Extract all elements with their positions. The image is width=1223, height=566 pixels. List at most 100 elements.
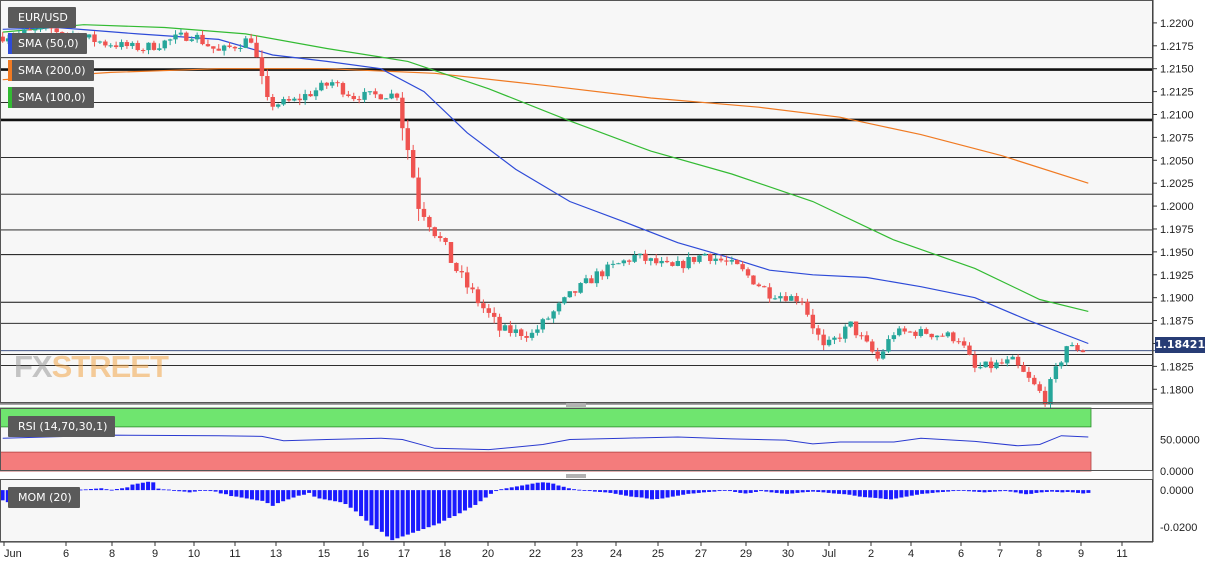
candle-down bbox=[103, 41, 108, 46]
candle-down bbox=[454, 262, 459, 272]
candle-up bbox=[540, 319, 545, 330]
mom-bar bbox=[442, 490, 447, 521]
candle-down bbox=[59, 32, 65, 34]
y-tick-label: 1.2050 bbox=[1160, 155, 1194, 167]
mom-bar bbox=[135, 483, 140, 491]
x-tick-label: 6 bbox=[63, 548, 69, 560]
candle-down bbox=[405, 128, 410, 151]
mom-bar bbox=[239, 490, 244, 498]
sma50-tag[interactable]: SMA (50,0) bbox=[8, 33, 87, 54]
candle-down bbox=[870, 341, 875, 352]
x-tick-label: 6 bbox=[958, 548, 964, 560]
rsi-tag[interactable]: RSI (14,70,30,1) bbox=[8, 416, 116, 437]
x-axis: Jun 6 8 9 10 11 13 15 16 17 18 20 22 23 24 25 27 29 30 Jul 2… bbox=[0, 541, 1153, 560]
mom-bar bbox=[899, 490, 904, 498]
mom-label: MOM (20) bbox=[18, 491, 72, 504]
candle-down bbox=[853, 321, 859, 336]
sma200-tag[interactable]: SMA (200,0) bbox=[8, 60, 94, 81]
candle-down bbox=[524, 335, 529, 338]
candle-down bbox=[335, 82, 340, 84]
sma100-tag[interactable]: SMA (100,0) bbox=[8, 87, 94, 108]
candle-down bbox=[124, 42, 130, 47]
candle-up bbox=[891, 335, 897, 340]
mom-bar bbox=[390, 490, 395, 541]
sma100-path bbox=[2, 24, 1089, 312]
sma50-path bbox=[2, 26, 1089, 345]
x-tick-label: 10 bbox=[188, 548, 200, 560]
mom-bar bbox=[385, 490, 390, 537]
candle-up bbox=[130, 42, 135, 47]
mom-bar bbox=[514, 486, 519, 491]
candle-down bbox=[416, 177, 421, 209]
x-tick-label: 30 bbox=[782, 548, 794, 560]
mom-bar bbox=[961, 490, 966, 491]
candle-up bbox=[329, 82, 335, 86]
mom-bar bbox=[353, 490, 358, 512]
mom-bar bbox=[914, 490, 919, 495]
candle-down bbox=[589, 278, 594, 284]
mom-bar bbox=[249, 490, 254, 500]
candle-up bbox=[281, 99, 286, 105]
mom-bar bbox=[244, 490, 249, 499]
mom-bar bbox=[831, 490, 836, 494]
candle-down bbox=[1026, 371, 1032, 378]
candle-down bbox=[200, 34, 205, 45]
candle-down bbox=[508, 325, 513, 333]
candle-down bbox=[259, 57, 265, 77]
fxstreet-watermark: FXSTREET bbox=[14, 349, 169, 385]
mom-bar bbox=[462, 490, 467, 511]
candles bbox=[0, 20, 1086, 408]
mom-bar bbox=[1086, 490, 1091, 493]
x-tick-label: 24 bbox=[610, 548, 622, 560]
mom-bar bbox=[151, 482, 156, 491]
symbol-tag[interactable]: EUR/USD bbox=[8, 7, 76, 28]
mom-bar bbox=[873, 490, 878, 498]
mom-bar bbox=[920, 490, 925, 494]
mom-bar bbox=[894, 490, 899, 499]
candle-down bbox=[762, 286, 767, 288]
candle-up bbox=[632, 255, 637, 262]
mom-bar bbox=[421, 490, 426, 530]
mom-bar bbox=[603, 490, 608, 493]
mom-bar bbox=[733, 490, 738, 492]
mom-bar bbox=[431, 490, 436, 526]
candle-down bbox=[464, 272, 470, 288]
x-tick-label: Jul bbox=[822, 548, 836, 560]
candle-down bbox=[491, 312, 497, 317]
y-tick-label: 1.2200 bbox=[1160, 18, 1194, 30]
candle-up bbox=[275, 104, 281, 107]
candle-up bbox=[897, 328, 902, 336]
x-tick-label: 29 bbox=[740, 548, 752, 560]
mom-bar bbox=[624, 490, 629, 496]
rsi-label: RSI (14,70,30,1) bbox=[18, 420, 108, 433]
candle-down bbox=[459, 271, 464, 273]
candle-down bbox=[1032, 377, 1037, 385]
mom-bar bbox=[1039, 490, 1044, 493]
mom-bar bbox=[88, 489, 93, 491]
candle-down bbox=[681, 260, 686, 269]
mom-bar bbox=[530, 483, 535, 491]
candle-up bbox=[826, 339, 832, 346]
mom-bar bbox=[0, 490, 5, 501]
candle-down bbox=[421, 208, 427, 217]
candle-up bbox=[292, 98, 297, 101]
candle-up bbox=[1048, 379, 1053, 404]
mom-bar bbox=[478, 490, 483, 502]
candle-up bbox=[502, 325, 508, 331]
sma100-line bbox=[2, 24, 1089, 312]
mom-bar bbox=[400, 490, 405, 537]
candle-down bbox=[410, 150, 416, 178]
candle-down bbox=[497, 316, 502, 331]
candle-up bbox=[1064, 346, 1069, 363]
candle-up bbox=[605, 264, 610, 277]
mom-bar bbox=[795, 490, 800, 493]
mom-bar bbox=[177, 490, 182, 492]
x-tick-label: 11 bbox=[1116, 548, 1127, 560]
mom-tag[interactable]: MOM (20) bbox=[8, 487, 80, 508]
x-tick-label: 7 bbox=[997, 548, 1003, 560]
candle-up bbox=[238, 47, 243, 49]
mom-bar bbox=[598, 490, 603, 492]
candle-up bbox=[146, 42, 151, 51]
candle-up bbox=[32, 29, 38, 31]
